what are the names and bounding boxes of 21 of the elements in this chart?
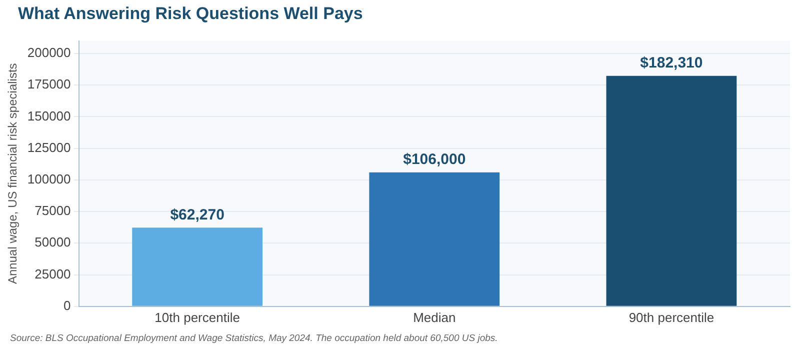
y-axis-title: Annual wage, US financial risk specialists [6, 63, 20, 284]
y-tick-label: 100000 [27, 172, 71, 186]
y-tick-label: 150000 [27, 108, 71, 124]
y-tick-label: 200000 [27, 45, 71, 60]
y-tick-label: 75000 [34, 203, 71, 218]
x-tick-label: 10th percentile [154, 310, 240, 325]
bar [369, 172, 500, 306]
y-tick-label: 125000 [27, 140, 71, 155]
y-tick-label: 0 [64, 298, 71, 313]
y-tick-label: 25000 [34, 266, 71, 282]
x-tick-label: 90th percentile [628, 310, 714, 325]
data-label: $106,000 [403, 150, 466, 168]
bar [132, 228, 263, 306]
y-tick-label: 50000 [34, 234, 71, 250]
data-label: $182,310 [640, 54, 703, 72]
data-label: $62,270 [170, 206, 224, 224]
y-tick-label: 175000 [27, 76, 71, 92]
bar [606, 76, 737, 306]
x-tick-label: Median [413, 310, 456, 325]
source-note: Source: BLS Occupational Employment and Wage Statistics, May 2024. The occupation held about 60,500 US jobs. [10, 333, 498, 344]
chart-title: What Answering Risk Questions Well Pays [18, 4, 363, 24]
